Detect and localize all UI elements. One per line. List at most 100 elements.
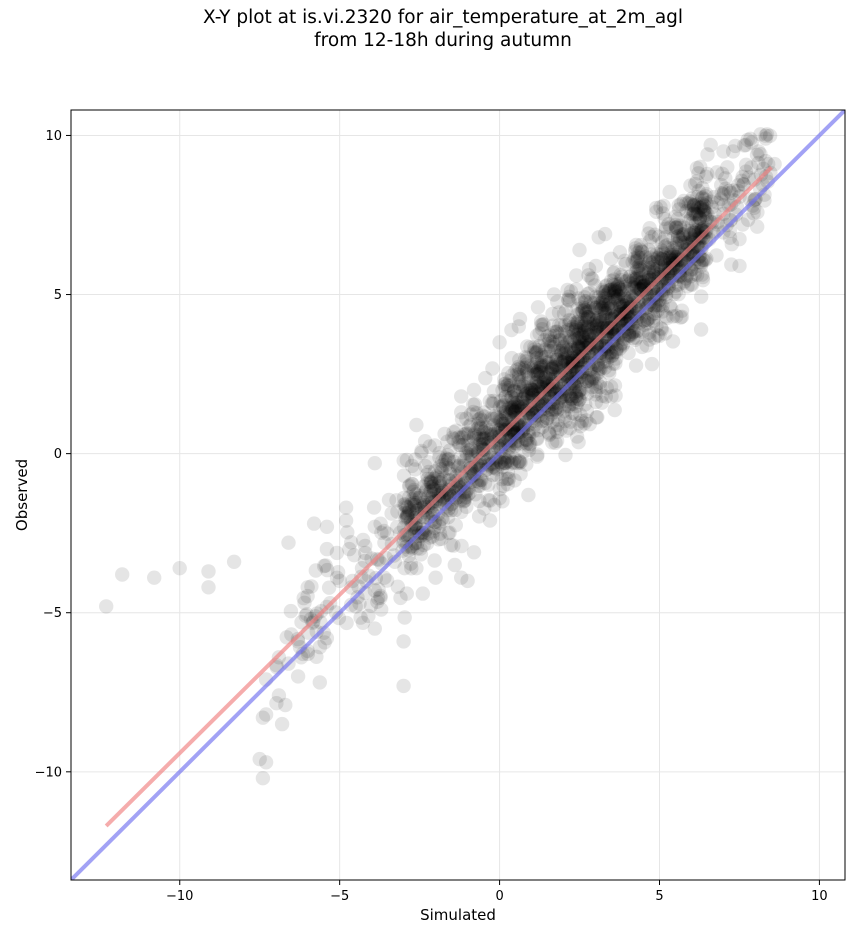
data-point [610,279,625,295]
data-point [595,314,610,329]
data-point [500,454,515,470]
data-point [505,401,520,417]
data-point [581,327,597,343]
data-point [589,321,605,336]
data-point [504,368,520,383]
data-point [407,495,422,511]
data-point [520,350,535,366]
data-point [610,277,625,292]
data-point [581,300,596,315]
data-point [638,250,653,265]
data-point [642,260,657,276]
data-point [549,358,564,373]
data-point [697,192,712,207]
data-point [581,319,596,335]
data-point [529,375,544,390]
data-point [698,169,714,184]
data-point [536,372,551,387]
data-point [406,482,422,498]
data-point [552,333,567,348]
data-point [580,321,596,336]
data-point [434,464,449,479]
data-point [556,339,571,354]
data-point [463,461,478,476]
data-point [704,200,720,215]
data-point [613,267,628,282]
data-point [316,625,331,640]
data-point [590,316,605,332]
data-point [606,282,622,298]
data-point [518,432,533,447]
data-point [634,276,649,291]
data-point [604,282,619,297]
data-point [500,471,516,486]
data-point [588,300,604,316]
data-point [620,273,635,288]
data-point [507,383,522,399]
data-point [509,426,524,441]
data-point [389,493,404,508]
data-point [455,438,471,453]
data-point [569,384,584,399]
data-point [459,445,474,461]
data-point [497,389,513,405]
data-point [606,284,621,299]
data-point [434,462,449,477]
data-point [691,200,706,215]
data-point [523,358,539,373]
data-point [746,206,761,221]
data-point [594,301,610,316]
data-point [633,237,649,253]
data-point [594,395,610,410]
data-point [574,382,589,397]
data-point [495,494,510,509]
data-point [521,367,536,382]
data-point [541,425,556,440]
data-point [608,289,623,305]
data-point [580,304,595,319]
data-point [543,382,559,397]
data-point [697,207,713,223]
data-point [566,376,581,391]
data-point [723,213,738,228]
data-point [626,280,641,295]
data-point [464,440,479,456]
data-point [509,384,525,399]
data-point [610,278,626,294]
data-point [526,383,541,398]
data-point [749,147,765,163]
data-point [656,198,671,213]
data-point [518,387,534,402]
data-point [571,330,586,346]
data-point [478,370,493,386]
data-point [521,428,537,443]
data-point [473,420,488,435]
data-point [618,291,633,306]
data-point [605,356,621,371]
data-point [659,221,674,236]
data-point [566,327,582,342]
data-point [686,198,702,213]
data-point [646,314,661,329]
data-point [534,358,549,374]
data-point [663,263,678,278]
data-point [467,467,482,483]
data-point [401,548,416,563]
data-point [366,500,382,515]
data-point [511,399,527,414]
data-point [459,499,474,514]
data-point [500,377,515,392]
data-point [670,229,686,244]
data-point [595,284,610,299]
data-point [736,177,751,192]
y-tick-label: −10 [35,765,62,780]
data-point [557,317,573,333]
data-point [676,275,692,290]
data-point [530,447,545,462]
data-point [294,615,309,630]
data-point [750,219,765,234]
data-point [720,160,735,175]
data-point [530,378,545,394]
data-point [566,344,582,359]
data-point [492,482,507,497]
